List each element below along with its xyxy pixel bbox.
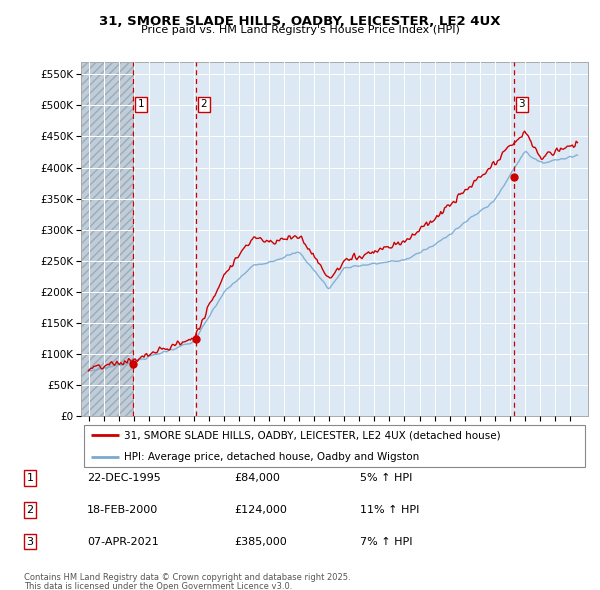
Text: 2: 2: [26, 505, 34, 514]
Text: Price paid vs. HM Land Registry's House Price Index (HPI): Price paid vs. HM Land Registry's House …: [140, 25, 460, 35]
Text: 18-FEB-2000: 18-FEB-2000: [87, 505, 158, 514]
Text: Contains HM Land Registry data © Crown copyright and database right 2025.: Contains HM Land Registry data © Crown c…: [24, 573, 350, 582]
Text: 11% ↑ HPI: 11% ↑ HPI: [360, 505, 419, 514]
Text: £84,000: £84,000: [234, 473, 280, 483]
Text: HPI: Average price, detached house, Oadby and Wigston: HPI: Average price, detached house, Oadb…: [124, 451, 419, 461]
Text: This data is licensed under the Open Government Licence v3.0.: This data is licensed under the Open Gov…: [24, 582, 292, 590]
Text: 7% ↑ HPI: 7% ↑ HPI: [360, 537, 413, 546]
Text: 2: 2: [200, 100, 207, 109]
Text: 3: 3: [26, 537, 34, 546]
Text: 1: 1: [138, 100, 145, 109]
Text: 22-DEC-1995: 22-DEC-1995: [87, 473, 161, 483]
FancyBboxPatch shape: [83, 425, 586, 467]
Text: 31, SMORE SLADE HILLS, OADBY, LEICESTER, LE2 4UX: 31, SMORE SLADE HILLS, OADBY, LEICESTER,…: [99, 15, 501, 28]
Text: 3: 3: [518, 100, 525, 109]
Text: 1: 1: [26, 473, 34, 483]
Bar: [81, 62, 133, 416]
Text: 5% ↑ HPI: 5% ↑ HPI: [360, 473, 412, 483]
Text: £385,000: £385,000: [234, 537, 287, 546]
Text: 31, SMORE SLADE HILLS, OADBY, LEICESTER, LE2 4UX (detached house): 31, SMORE SLADE HILLS, OADBY, LEICESTER,…: [124, 431, 501, 441]
Text: £124,000: £124,000: [234, 505, 287, 514]
Text: 07-APR-2021: 07-APR-2021: [87, 537, 159, 546]
